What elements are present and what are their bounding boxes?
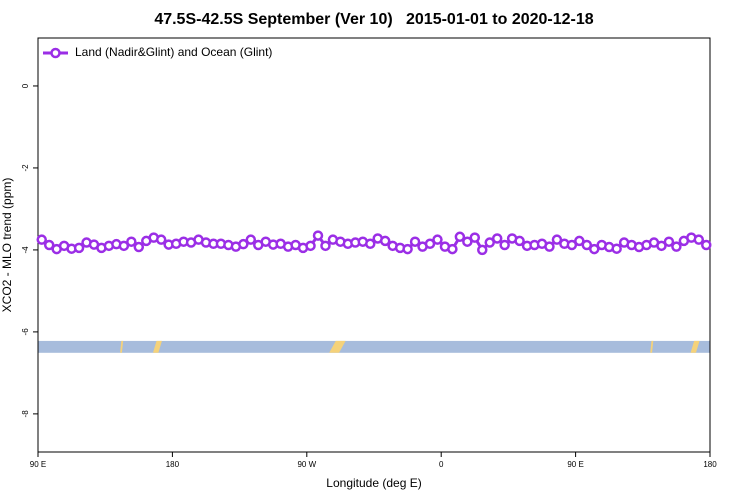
x-tick-label: 90 E: [567, 460, 583, 469]
series-point: [155, 234, 167, 245]
series-point: [320, 240, 331, 252]
series-point: [379, 235, 391, 247]
land-patch: [152, 340, 162, 353]
series-point: [454, 231, 466, 243]
land-patch: [650, 340, 654, 353]
series-point: [402, 243, 413, 255]
series-point: [574, 235, 585, 247]
series-point: [484, 237, 495, 248]
legend-label: Land (Nadir&Glint) and Ocean (Glint): [75, 45, 272, 59]
x-tick-label: 90 E: [30, 460, 46, 469]
land-patch: [329, 340, 346, 353]
land-patch: [120, 340, 124, 353]
series-point: [589, 243, 600, 255]
ocean-band: [38, 340, 710, 353]
series-point: [126, 236, 137, 247]
y-tick-label: -2: [21, 164, 30, 172]
x-tick-label: 180: [703, 460, 717, 469]
series-point: [238, 238, 249, 250]
y-tick-label: -8: [21, 410, 30, 418]
series-point: [566, 239, 578, 251]
legend-marker: [50, 47, 61, 59]
series-point: [551, 234, 563, 245]
series-point: [581, 239, 593, 251]
series-point: [365, 238, 376, 250]
series-point: [36, 234, 47, 245]
y-axis-label: XCO2 - MLO trend (ppm): [0, 178, 14, 313]
x-tick-label: 180: [166, 460, 180, 469]
series-point: [424, 238, 436, 250]
series-point: [611, 243, 622, 254]
chart-title: 47.5S-42.5S September (Ver 10) 2015-01-0…: [154, 11, 593, 28]
series-point: [133, 241, 145, 253]
series-point: [245, 234, 257, 245]
series-point: [499, 239, 510, 251]
series-point: [432, 234, 443, 245]
series-point: [663, 236, 675, 247]
land-patch: [690, 340, 700, 353]
series-point: [701, 239, 712, 251]
y-tick-label: -6: [21, 328, 30, 336]
series-point: [409, 236, 421, 247]
series-point: [671, 241, 682, 252]
series-point: [469, 232, 481, 243]
y-tick-label: 0: [21, 83, 30, 88]
series-point: [656, 240, 667, 252]
y-tick-label: -4: [21, 246, 30, 254]
series-point: [447, 243, 458, 255]
series-point: [118, 240, 130, 252]
series-point: [73, 242, 85, 254]
series-point: [491, 233, 503, 244]
x-tick-label: 0: [439, 460, 444, 469]
series-point: [462, 236, 473, 247]
series-point: [514, 235, 525, 247]
series-point: [693, 234, 705, 245]
series-point: [477, 244, 488, 256]
series-point: [544, 241, 555, 252]
x-axis-label: Longitude (deg E): [326, 476, 421, 490]
x-tick-label: 90 W: [297, 460, 316, 469]
series-point: [305, 240, 316, 252]
series-point: [43, 239, 55, 251]
series-point: [312, 230, 324, 241]
